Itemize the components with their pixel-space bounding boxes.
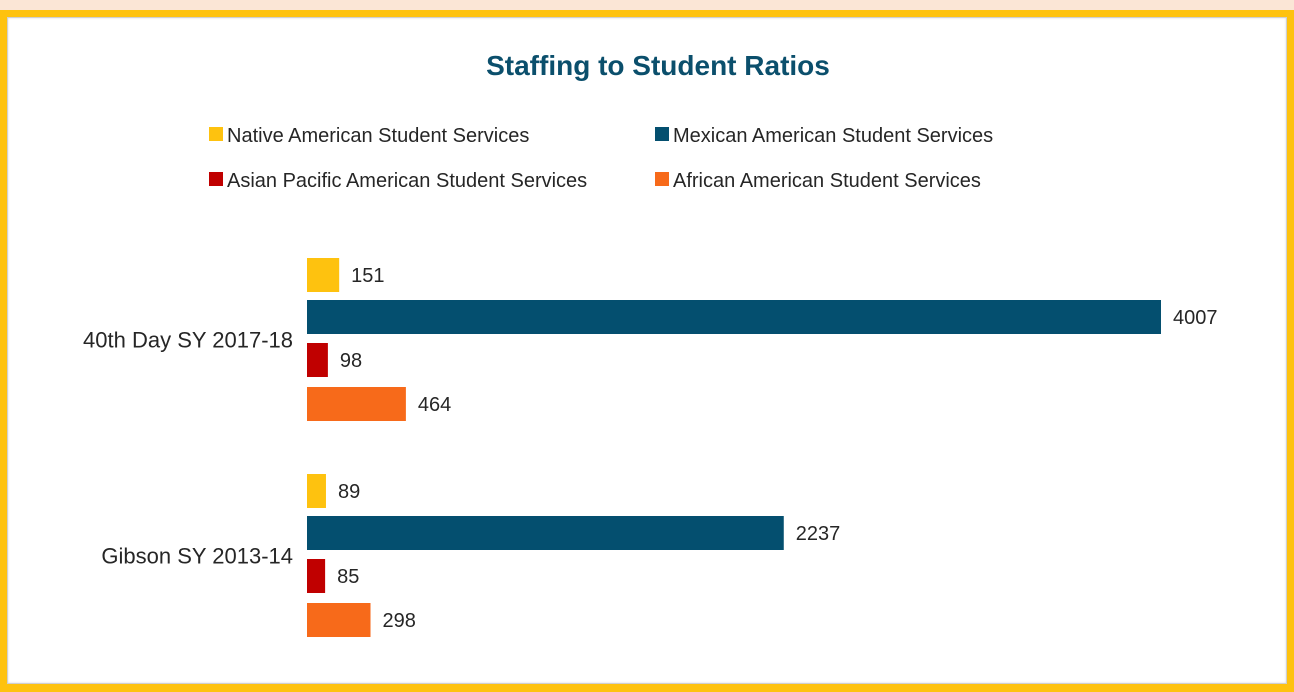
- chart-frame: Staffing to Student Ratios Native Americ…: [0, 10, 1294, 692]
- bar-mexican-american-student-services-40th-day-sy-2017-18: [307, 300, 1161, 334]
- chart-panel: Staffing to Student Ratios Native Americ…: [7, 17, 1287, 684]
- legend-label-african-american-student-services: African American Student Services: [673, 170, 981, 192]
- data-label-native-american-student-services-40th-day-sy-2017-18: 151: [351, 265, 384, 287]
- bar-asian-pacific-american-student-services-gibson-sy-2013-14: [307, 559, 326, 593]
- bar-african-american-student-services-gibson-sy-2013-14: [307, 603, 371, 637]
- data-label-asian-pacific-american-student-services-40th-day-sy-2017-18: 98: [340, 350, 362, 372]
- legend-label-native-american-student-services: Native American Student Services: [227, 125, 529, 147]
- chart-title: Staffing to Student Ratios: [486, 50, 830, 81]
- data-label-african-american-student-services-40th-day-sy-2017-18: 464: [418, 394, 451, 416]
- legend-label-mexican-american-student-services: Mexican American Student Services: [673, 125, 993, 147]
- legend-swatch-mexican-american-student-services: [655, 127, 669, 141]
- legend-label-asian-pacific-american-student-services: Asian Pacific American Student Services: [227, 170, 587, 192]
- bar-mexican-american-student-services-gibson-sy-2013-14: [307, 516, 784, 550]
- bars: [307, 258, 1161, 637]
- category-labels: 40th Day SY 2017-18 Gibson SY 2013-14: [83, 328, 293, 569]
- legend-swatch-native-american-student-services: [209, 127, 223, 141]
- data-label-mexican-american-student-services-gibson-sy-2013-14: 2237: [796, 523, 841, 545]
- legend-swatch-asian-pacific-american-student-services: [209, 172, 223, 186]
- bar-native-american-student-services-gibson-sy-2013-14: [307, 474, 326, 508]
- data-label-asian-pacific-american-student-services-gibson-sy-2013-14: 85: [337, 566, 359, 588]
- data-label-african-american-student-services-gibson-sy-2013-14: 298: [383, 610, 416, 632]
- category-label-40th-day-sy-2017-18: 40th Day SY 2017-18: [83, 328, 293, 353]
- bar-african-american-student-services-40th-day-sy-2017-18: [307, 387, 406, 421]
- data-label-mexican-american-student-services-40th-day-sy-2017-18: 4007: [1173, 307, 1218, 329]
- bar-chart: Staffing to Student Ratios Native Americ…: [83, 50, 1218, 637]
- data-labels: 151 4007 98 464 89 2237 85 298: [337, 265, 1217, 632]
- bar-native-american-student-services-40th-day-sy-2017-18: [307, 258, 340, 292]
- category-label-gibson-sy-2013-14: Gibson SY 2013-14: [101, 544, 293, 569]
- chart-legend: Native American Student Services Mexican …: [209, 125, 993, 192]
- legend-swatch-african-american-student-services: [655, 172, 669, 186]
- data-label-native-american-student-services-gibson-sy-2013-14: 89: [338, 481, 360, 503]
- bar-asian-pacific-american-student-services-40th-day-sy-2017-18: [307, 343, 328, 377]
